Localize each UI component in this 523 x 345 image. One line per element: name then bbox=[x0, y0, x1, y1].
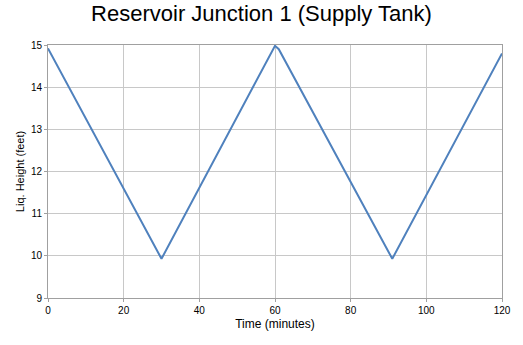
svg-text:40: 40 bbox=[194, 305, 206, 316]
svg-text:Liq. Height (feet): Liq. Height (feet) bbox=[14, 131, 26, 212]
svg-text:11: 11 bbox=[32, 208, 43, 219]
svg-text:15: 15 bbox=[31, 40, 43, 51]
svg-text:20: 20 bbox=[118, 305, 130, 316]
svg-text:10: 10 bbox=[31, 250, 43, 261]
svg-text:14: 14 bbox=[31, 82, 43, 93]
svg-text:Time (minutes): Time (minutes) bbox=[235, 317, 315, 331]
svg-text:12: 12 bbox=[31, 166, 43, 177]
svg-text:0: 0 bbox=[45, 305, 51, 316]
svg-text:100: 100 bbox=[418, 305, 435, 316]
svg-text:Reservoir Junction 1 (Supply T: Reservoir Junction 1 (Supply Tank) bbox=[91, 1, 432, 26]
svg-text:60: 60 bbox=[269, 305, 281, 316]
svg-text:80: 80 bbox=[345, 305, 357, 316]
svg-text:120: 120 bbox=[494, 305, 511, 316]
svg-text:9: 9 bbox=[36, 293, 42, 304]
svg-text:13: 13 bbox=[31, 124, 43, 135]
